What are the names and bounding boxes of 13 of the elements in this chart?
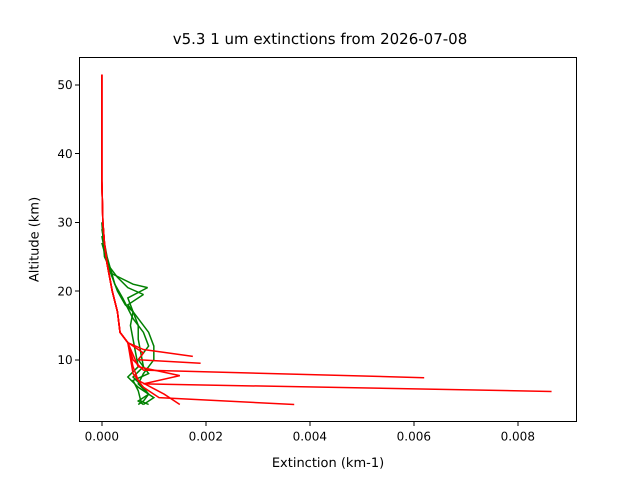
y-tick-label: 30: [57, 216, 73, 230]
x-tick-label: 0.004: [292, 429, 327, 444]
y-tick-label: 40: [57, 146, 73, 161]
x-tick-label: 0.002: [188, 429, 223, 444]
chart-title: v5.3 1 um extinctions from 2026-07-08: [172, 30, 468, 48]
x-tick-label: 0.000: [84, 429, 120, 444]
y-tick-label: 20: [57, 284, 73, 298]
y-axis-title: Altitude (km): [27, 196, 42, 282]
y-tick-label: 10: [57, 353, 73, 368]
x-tick-label: 0.008: [500, 429, 535, 444]
x-tick-label: 0.006: [396, 429, 431, 444]
x-axis-title: Extinction (km-1): [272, 456, 384, 471]
y-tick-label: 50: [57, 78, 73, 92]
